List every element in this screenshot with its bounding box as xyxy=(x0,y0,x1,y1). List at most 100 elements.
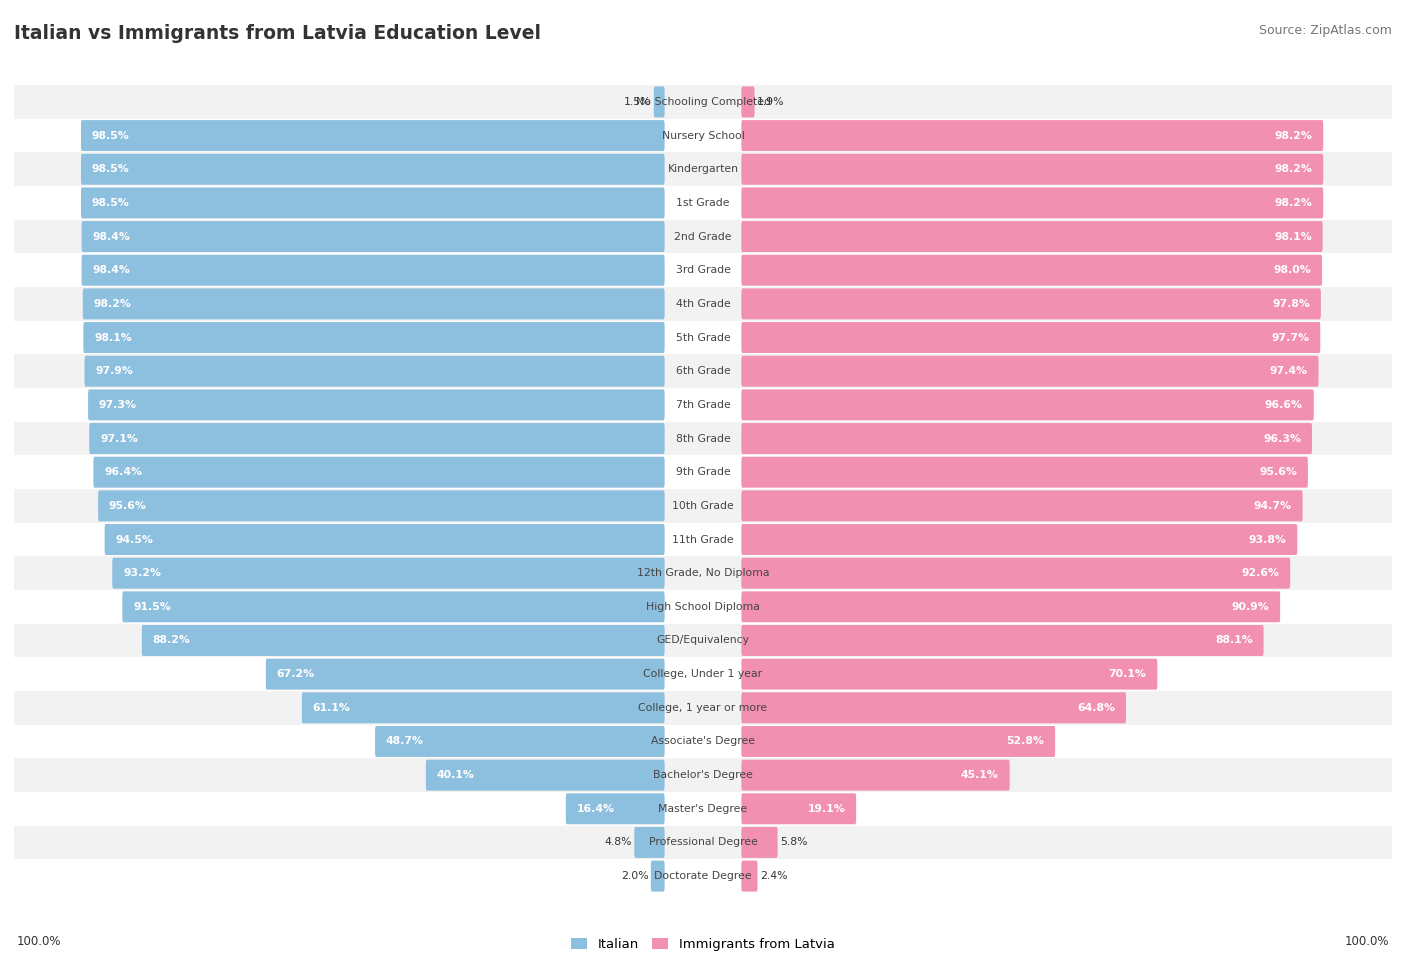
FancyBboxPatch shape xyxy=(741,827,778,858)
Text: 98.2%: 98.2% xyxy=(1275,164,1312,175)
Text: 98.5%: 98.5% xyxy=(91,164,129,175)
Bar xyxy=(14,85,1392,119)
Text: 67.2%: 67.2% xyxy=(277,669,315,680)
Text: 98.1%: 98.1% xyxy=(1274,231,1312,242)
Text: 94.7%: 94.7% xyxy=(1254,501,1292,511)
FancyBboxPatch shape xyxy=(741,322,1320,353)
Text: 98.2%: 98.2% xyxy=(1275,131,1312,140)
Bar xyxy=(14,421,1392,455)
Text: 19.1%: 19.1% xyxy=(807,803,845,814)
FancyBboxPatch shape xyxy=(741,726,1054,757)
Text: Source: ZipAtlas.com: Source: ZipAtlas.com xyxy=(1258,24,1392,37)
FancyBboxPatch shape xyxy=(82,221,665,252)
Text: 2nd Grade: 2nd Grade xyxy=(675,231,731,242)
Text: 96.4%: 96.4% xyxy=(104,467,142,477)
Bar xyxy=(14,321,1392,354)
Text: Associate's Degree: Associate's Degree xyxy=(651,736,755,747)
FancyBboxPatch shape xyxy=(93,456,665,488)
Text: High School Diploma: High School Diploma xyxy=(647,602,759,612)
FancyBboxPatch shape xyxy=(741,120,1323,151)
FancyBboxPatch shape xyxy=(266,659,665,689)
FancyBboxPatch shape xyxy=(84,356,665,387)
Bar xyxy=(14,792,1392,826)
Bar xyxy=(14,287,1392,321)
Text: 93.8%: 93.8% xyxy=(1249,534,1286,544)
FancyBboxPatch shape xyxy=(741,254,1322,286)
FancyBboxPatch shape xyxy=(741,289,1320,320)
FancyBboxPatch shape xyxy=(741,591,1279,622)
Text: Master's Degree: Master's Degree xyxy=(658,803,748,814)
FancyBboxPatch shape xyxy=(741,154,1323,184)
Text: Professional Degree: Professional Degree xyxy=(648,838,758,847)
Text: 1.9%: 1.9% xyxy=(756,97,785,107)
FancyBboxPatch shape xyxy=(741,692,1126,723)
Bar xyxy=(14,859,1392,893)
Text: 10th Grade: 10th Grade xyxy=(672,501,734,511)
Bar xyxy=(14,724,1392,759)
Text: 93.2%: 93.2% xyxy=(124,568,162,578)
Text: 64.8%: 64.8% xyxy=(1077,703,1115,713)
Text: 5th Grade: 5th Grade xyxy=(676,332,730,342)
Text: 98.2%: 98.2% xyxy=(94,299,131,309)
Text: 97.3%: 97.3% xyxy=(98,400,136,410)
Bar xyxy=(14,152,1392,186)
Text: 70.1%: 70.1% xyxy=(1108,669,1146,680)
FancyBboxPatch shape xyxy=(82,187,665,218)
FancyBboxPatch shape xyxy=(651,861,665,891)
FancyBboxPatch shape xyxy=(142,625,665,656)
Text: 100.0%: 100.0% xyxy=(17,935,62,948)
FancyBboxPatch shape xyxy=(82,254,665,286)
Text: 1.5%: 1.5% xyxy=(624,97,651,107)
FancyBboxPatch shape xyxy=(741,221,1323,252)
Text: 40.1%: 40.1% xyxy=(437,770,475,780)
Text: 98.5%: 98.5% xyxy=(91,198,129,208)
FancyBboxPatch shape xyxy=(89,389,665,420)
FancyBboxPatch shape xyxy=(565,794,665,824)
Text: 97.9%: 97.9% xyxy=(96,367,134,376)
Bar xyxy=(14,557,1392,590)
FancyBboxPatch shape xyxy=(104,524,665,555)
FancyBboxPatch shape xyxy=(741,389,1313,420)
FancyBboxPatch shape xyxy=(302,692,665,723)
Text: 98.4%: 98.4% xyxy=(93,231,131,242)
Text: 52.8%: 52.8% xyxy=(1007,736,1045,747)
FancyBboxPatch shape xyxy=(83,289,665,320)
Text: 96.3%: 96.3% xyxy=(1263,434,1301,444)
Text: 6th Grade: 6th Grade xyxy=(676,367,730,376)
FancyBboxPatch shape xyxy=(122,591,665,622)
FancyBboxPatch shape xyxy=(741,794,856,824)
FancyBboxPatch shape xyxy=(741,490,1302,522)
Text: 9th Grade: 9th Grade xyxy=(676,467,730,477)
Text: Kindergarten: Kindergarten xyxy=(668,164,738,175)
Bar xyxy=(14,826,1392,859)
FancyBboxPatch shape xyxy=(741,524,1298,555)
FancyBboxPatch shape xyxy=(741,659,1157,689)
FancyBboxPatch shape xyxy=(741,187,1323,218)
Legend: Italian, Immigrants from Latvia: Italian, Immigrants from Latvia xyxy=(567,933,839,956)
Text: 97.1%: 97.1% xyxy=(100,434,138,444)
Text: 88.1%: 88.1% xyxy=(1215,636,1253,645)
Text: Italian vs Immigrants from Latvia Education Level: Italian vs Immigrants from Latvia Educat… xyxy=(14,24,541,43)
FancyBboxPatch shape xyxy=(741,861,758,891)
Text: 5.8%: 5.8% xyxy=(780,838,807,847)
Text: 16.4%: 16.4% xyxy=(576,803,614,814)
FancyBboxPatch shape xyxy=(83,322,665,353)
Text: 4th Grade: 4th Grade xyxy=(676,299,730,309)
Text: 97.4%: 97.4% xyxy=(1270,367,1308,376)
Bar xyxy=(14,119,1392,152)
Text: 88.2%: 88.2% xyxy=(153,636,190,645)
FancyBboxPatch shape xyxy=(741,760,1010,791)
Bar xyxy=(14,759,1392,792)
Text: 2.0%: 2.0% xyxy=(621,871,648,881)
Text: 8th Grade: 8th Grade xyxy=(676,434,730,444)
Text: 11th Grade: 11th Grade xyxy=(672,534,734,544)
Text: 98.2%: 98.2% xyxy=(1275,198,1312,208)
Text: 100.0%: 100.0% xyxy=(1344,935,1389,948)
Text: 3rd Grade: 3rd Grade xyxy=(675,265,731,275)
FancyBboxPatch shape xyxy=(741,456,1308,488)
FancyBboxPatch shape xyxy=(112,558,665,589)
Text: 2.4%: 2.4% xyxy=(759,871,787,881)
FancyBboxPatch shape xyxy=(741,423,1312,454)
Text: 45.1%: 45.1% xyxy=(960,770,998,780)
Text: 98.5%: 98.5% xyxy=(91,131,129,140)
